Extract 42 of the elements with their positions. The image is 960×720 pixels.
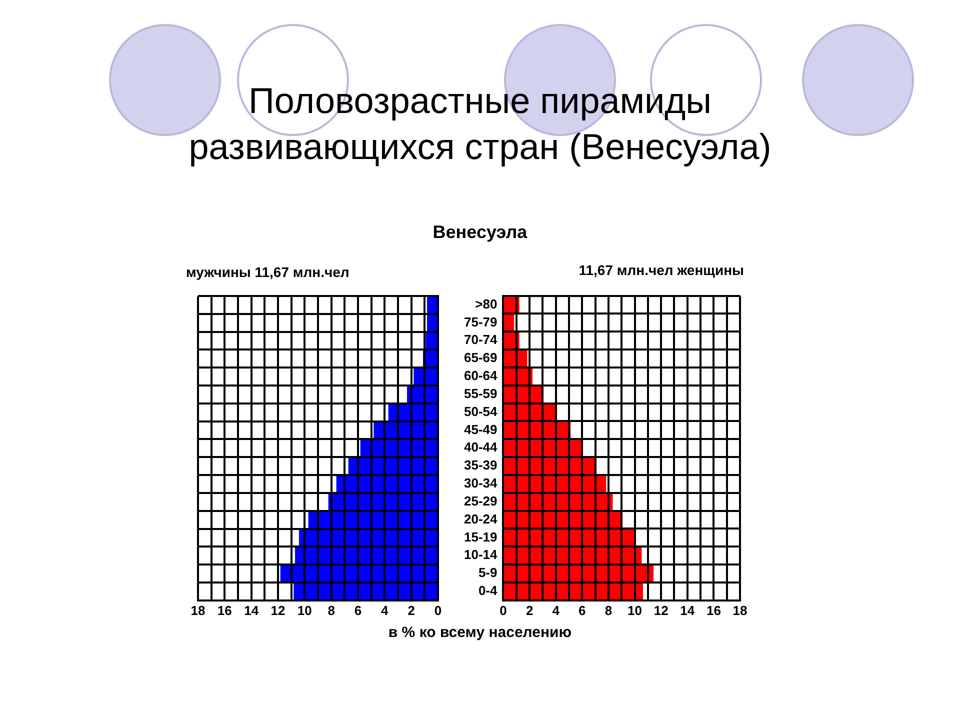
x-tick-label: 4 <box>381 602 390 618</box>
y-tick-label: 75-79 <box>464 314 498 330</box>
y-tick-label: 50-54 <box>464 404 498 419</box>
x-tick-label: 14 <box>244 602 260 618</box>
x-axis-title: в % ко всему населению <box>387 624 573 641</box>
y-tick-label: 55-59 <box>464 386 498 401</box>
x-tick-label: 4 <box>552 602 560 618</box>
x-tick-label: 2 <box>408 602 415 618</box>
y-tick-label: 10-14 <box>464 547 498 562</box>
y-tick-label: 65-69 <box>464 350 498 366</box>
x-tick-label: 12 <box>654 602 668 618</box>
text: мужчины 11,67 млн.чел <box>186 264 350 282</box>
text: 11,67 млн.чел женщины <box>578 262 745 280</box>
x-tick-label: 10 <box>628 602 642 618</box>
x-tick-label: 6 <box>578 602 586 618</box>
x-tick-label: 8 <box>328 602 335 618</box>
x-tick-label: 14 <box>680 602 696 618</box>
y-tick-label: 40-44 <box>464 440 498 455</box>
y-tick-label: 5-9 <box>478 565 498 580</box>
x-tick-label: 10 <box>297 602 312 618</box>
y-tick-label: 45-49 <box>464 422 498 437</box>
y-tick-label: 30-34 <box>464 476 498 491</box>
x-tick-label: 12 <box>270 602 286 618</box>
y-tick-label: 60-64 <box>464 368 498 384</box>
chart-title: Половозрастные пирамиды развивающихся стран (Венесуэла) <box>188 79 772 169</box>
text: Венесуэла <box>432 222 528 243</box>
y-tick-label: 15-19 <box>464 529 498 544</box>
x-tick-label: 18 <box>190 602 206 618</box>
x-tick-label: 16 <box>217 602 232 618</box>
y-tick-label: 0-4 <box>478 583 498 598</box>
x-tick-label: 0 <box>434 602 442 618</box>
y-tick-label: 35-39 <box>464 458 498 473</box>
x-tick-label: 18 <box>732 602 748 618</box>
y-tick-label: 70-74 <box>464 332 498 348</box>
y-tick-label: 20-24 <box>464 511 498 526</box>
x-tick-label: 2 <box>526 602 534 618</box>
y-tick-label: >80 <box>475 296 498 312</box>
x-tick-label: 6 <box>354 602 362 618</box>
x-tick-label: 16 <box>706 602 721 618</box>
x-tick-label: 0 <box>500 602 507 618</box>
y-tick-label: 25-29 <box>464 493 498 508</box>
x-tick-label: 8 <box>604 602 612 618</box>
